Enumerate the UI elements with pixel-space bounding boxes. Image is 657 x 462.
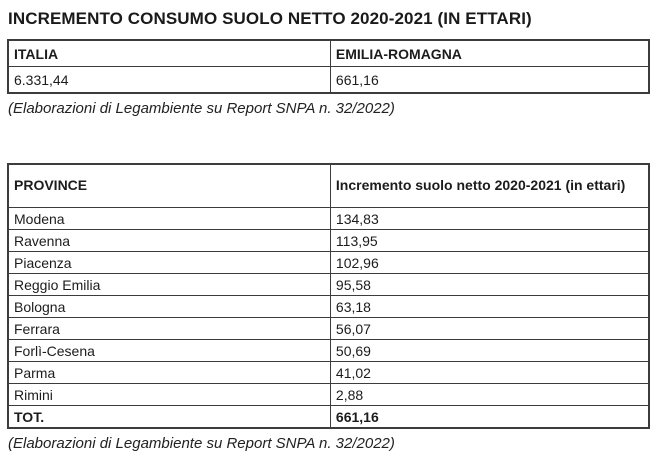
table-row: Forlì-Cesena 50,69 — [7, 339, 650, 362]
summary-value-emilia-romagna: 661,16 — [329, 66, 650, 94]
province-name: Ferrara — [7, 317, 331, 340]
summary-table: ITALIA EMILIA-ROMAGNA 6.331,44 661,16 — [7, 39, 650, 94]
province-value: 113,95 — [329, 229, 650, 252]
province-value: 41,02 — [329, 361, 650, 384]
summary-header-italia: ITALIA — [7, 39, 331, 67]
province-value: 56,07 — [329, 317, 650, 340]
province-value: 2,88 — [329, 383, 650, 406]
province-value: 95,58 — [329, 273, 650, 296]
province-name: Modena — [7, 207, 331, 230]
summary-header-row: ITALIA EMILIA-ROMAGNA — [7, 39, 650, 67]
table-row: Ravenna 113,95 — [7, 229, 650, 252]
province-value: 134,83 — [329, 207, 650, 230]
province-value: 102,96 — [329, 251, 650, 274]
province-name: Ravenna — [7, 229, 331, 252]
province-name: Rimini — [7, 383, 331, 406]
table-row: Bologna 63,18 — [7, 295, 650, 318]
total-row: TOT. 661,16 — [7, 405, 650, 429]
summary-value-italia: 6.331,44 — [7, 66, 331, 94]
total-value: 661,16 — [329, 405, 650, 429]
province-value: 50,69 — [329, 339, 650, 362]
table-row: Rimini 2,88 — [7, 383, 650, 406]
province-name: Forlì-Cesena — [7, 339, 331, 362]
province-value: 63,18 — [329, 295, 650, 318]
province-table: PROVINCE Incremento suolo netto 2020-202… — [7, 163, 650, 429]
table-row: Parma 41,02 — [7, 361, 650, 384]
province-name: Reggio Emilia — [7, 273, 331, 296]
province-header-row: PROVINCE Incremento suolo netto 2020-202… — [7, 163, 650, 208]
table-row: Ferrara 56,07 — [7, 317, 650, 340]
page-title: INCREMENTO CONSUMO SUOLO NETTO 2020-2021… — [8, 9, 532, 28]
province-header-increment: Incremento suolo netto 2020-2021 (in ett… — [329, 163, 650, 208]
province-name: Bologna — [7, 295, 331, 318]
total-label: TOT. — [7, 405, 331, 429]
table-row: Modena 134,83 — [7, 207, 650, 230]
province-header-province: PROVINCE — [7, 163, 331, 208]
summary-header-emilia-romagna: EMILIA-ROMAGNA — [329, 39, 650, 67]
province-name: Piacenza — [7, 251, 331, 274]
province-name: Parma — [7, 361, 331, 384]
report-page: INCREMENTO CONSUMO SUOLO NETTO 2020-2021… — [7, 9, 650, 452]
province-table-caption: (Elaborazioni di Legambiente su Report S… — [8, 435, 395, 452]
summary-value-row: 6.331,44 661,16 — [7, 66, 650, 94]
table-row: Piacenza 102,96 — [7, 251, 650, 274]
summary-table-caption: (Elaborazioni di Legambiente su Report S… — [8, 100, 395, 117]
table-row: Reggio Emilia 95,58 — [7, 273, 650, 296]
